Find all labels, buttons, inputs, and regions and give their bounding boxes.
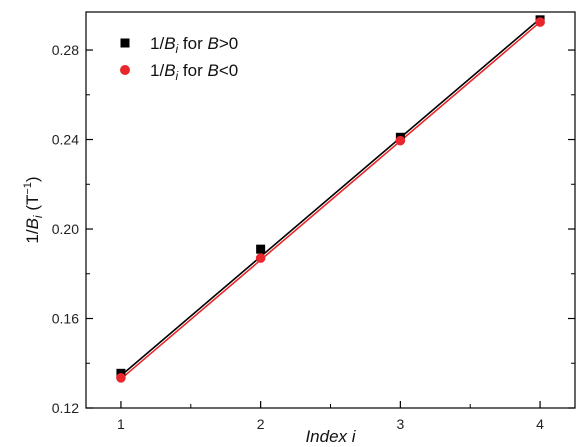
y-axis-title-part: i [31, 215, 45, 218]
x-tick-label: 2 [257, 416, 265, 432]
legend-entry-negative: 1/Bi for B<0 [150, 61, 238, 83]
legend-entry-positive: 1/Bi for B>0 [150, 34, 238, 56]
legend-text-part: B [164, 61, 175, 80]
x-tick-label: 4 [536, 416, 544, 432]
data-point-negative [116, 372, 126, 383]
legend-text-part: B [208, 61, 219, 80]
data-point-negative [535, 17, 545, 27]
legend-text-part: B [208, 34, 219, 53]
y-axis-title: 1/Bi (T−1) [22, 176, 45, 243]
data-point-positive [256, 244, 266, 254]
y-tick-label: 0.20 [52, 221, 79, 237]
legend-text-part: >0 [219, 34, 238, 53]
fit-line-positive [120, 18, 541, 377]
legend-text-part: B [164, 34, 175, 53]
legend-text-part: <0 [219, 61, 238, 80]
axis-ticks [86, 49, 575, 409]
y-axis-title-part: ) [23, 176, 42, 182]
legend-text-part: i [176, 42, 179, 56]
legend-text-part: for [178, 34, 207, 53]
legend-text-part: 1/ [150, 34, 164, 53]
legend-text-part: i [176, 69, 179, 83]
legend-text-part: for [178, 61, 207, 80]
x-tick-labels: 1 2 3 4 [117, 416, 544, 432]
y-tick-label: 0.12 [52, 400, 79, 416]
legend-marker-square [120, 38, 130, 48]
y-axis-title-part: −1 [22, 182, 34, 195]
y-tick-label: 0.28 [52, 42, 79, 58]
x-tick-label: 3 [396, 416, 404, 432]
y-axis-title-part: 1/ [23, 229, 42, 243]
y-tick-labels: 0.12 0.16 0.20 0.24 0.28 [52, 42, 79, 416]
y-axis-title-part: B [23, 218, 42, 229]
y-axis-title-part: (T [23, 195, 42, 216]
x-axis-title-text: Index i [305, 427, 356, 446]
y-tick-label: 0.16 [52, 311, 79, 327]
x-axis-title: Index i [305, 427, 356, 446]
legend-marker-circle [120, 65, 130, 75]
x-tick-label: 1 [117, 416, 125, 432]
data-point-negative [255, 253, 266, 263]
data-point-negative [395, 135, 406, 146]
data-points [116, 15, 545, 383]
fit-line-negative [120, 21, 541, 380]
y-tick-label: 0.24 [52, 132, 79, 148]
legend: 1/Bi for B>0 1/Bi for B<0 [120, 34, 238, 83]
fit-lines [120, 18, 541, 380]
legend-text-part: 1/ [150, 61, 164, 80]
